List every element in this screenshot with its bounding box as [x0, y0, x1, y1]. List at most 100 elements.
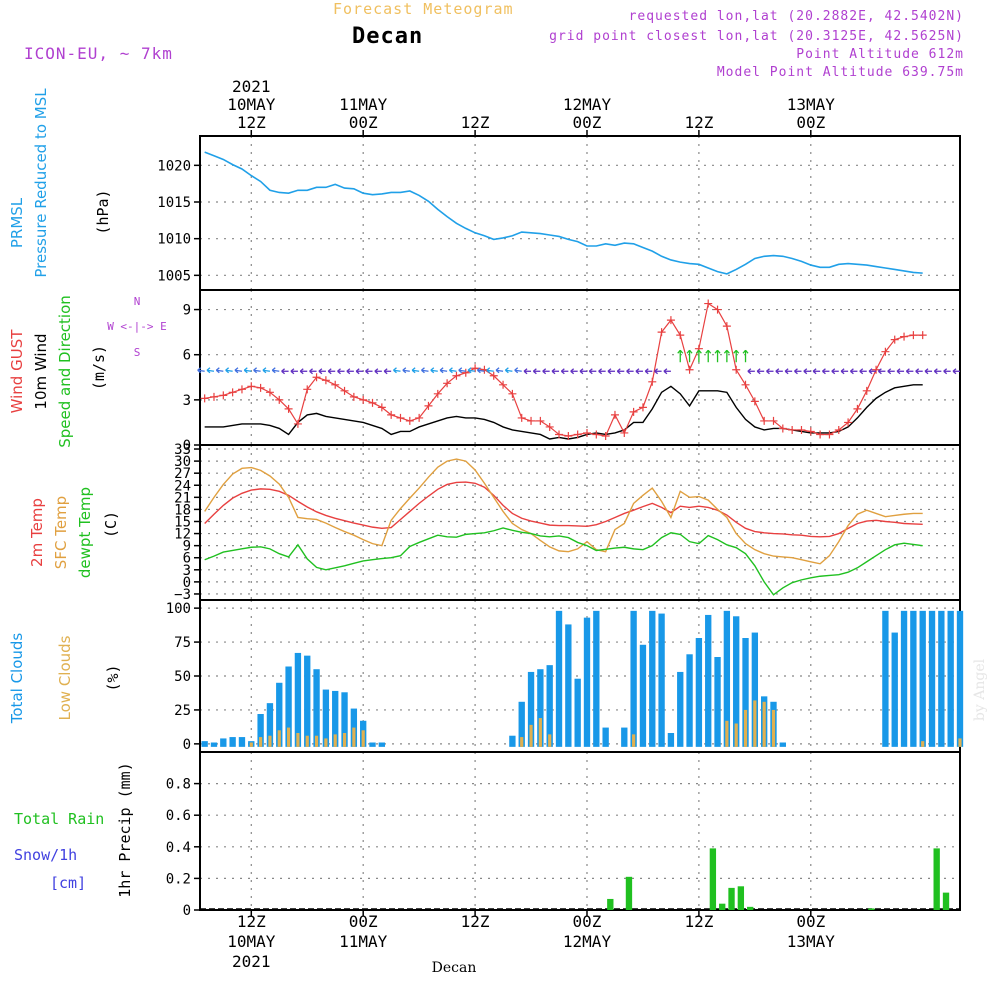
- rain-bar: [942, 892, 950, 910]
- y-tick-label: 0.8: [166, 777, 191, 793]
- y-tick-label: 3: [183, 563, 191, 579]
- low-cloud-bar: [632, 734, 636, 747]
- y-tick-label: 24: [174, 478, 191, 494]
- total-cloud-bar: [705, 614, 712, 747]
- total-cloud-bar: [593, 610, 600, 747]
- wind-direction-arrowhead: [607, 368, 612, 375]
- total-cloud-bar: [574, 678, 581, 747]
- top-time-label: 00Z: [573, 113, 602, 132]
- gust-marker: [340, 386, 349, 395]
- wind-direction-arrowhead: [243, 367, 248, 374]
- wind-direction-arrowhead: [411, 367, 416, 374]
- wind-direction-arrowhead: [677, 349, 684, 354]
- total-cloud-bar: [630, 610, 637, 747]
- wind-direction-arrowhead: [952, 368, 957, 375]
- y-tick-label: −3: [174, 587, 191, 603]
- wind-direction-arrowhead: [532, 368, 537, 375]
- bottom-time-label: 10MAY: [227, 932, 276, 951]
- wind-direction-arrowhead: [318, 368, 323, 375]
- top-time-label: 12MAY: [563, 95, 612, 114]
- wind-direction-arrowhead: [868, 368, 873, 375]
- total-cloud-bar: [210, 742, 218, 747]
- total-cloud-bar: [919, 610, 926, 747]
- panel-frame: [199, 289, 961, 446]
- wind-direction-arrowhead: [504, 367, 509, 374]
- gust-marker: [228, 388, 237, 397]
- total-cloud-bar: [714, 657, 721, 747]
- y-tick-label: 12: [174, 527, 191, 543]
- gust-marker: [424, 401, 433, 410]
- sfc-temp-label: SFC Temp: [52, 496, 70, 569]
- gust-marker: [387, 410, 396, 419]
- total-cloud-bar: [882, 610, 889, 747]
- bottom-time-label: 11MAY: [339, 932, 388, 951]
- temp-label: 2m Temp: [28, 498, 46, 567]
- low-cloud-bar: [921, 741, 925, 747]
- total-cloud-bar: [509, 735, 516, 747]
- total-cloud-bar: [891, 632, 898, 747]
- gust-marker: [760, 416, 769, 425]
- total-cloud-bar: [677, 671, 684, 747]
- low-cloud-bar: [753, 700, 757, 747]
- wind-direction-arrowhead: [803, 368, 808, 375]
- wind-direction-arrowhead: [766, 368, 770, 375]
- total-cloud-bar: [565, 624, 572, 747]
- direction-label: Speed and Direction: [56, 295, 74, 448]
- wind-direction-arrowhead: [206, 367, 211, 374]
- low-cloud-bar: [361, 730, 365, 747]
- wind-direction-arrowhead: [905, 368, 910, 375]
- gust-marker: [247, 382, 256, 391]
- wind-direction-arrowhead: [393, 367, 397, 374]
- gust-label: Wind GUST: [8, 329, 26, 414]
- wind-direction-arrowhead: [439, 367, 444, 374]
- gust-marker: [825, 430, 834, 439]
- grid-point-coords: grid point closest lon,lat (20.3125E, 42…: [549, 29, 964, 44]
- wind-direction-arrowhead: [281, 368, 286, 375]
- requested-coords: requested lon,lat (20.2882E, 42.5402N): [628, 9, 964, 24]
- total-cloud-bar: [583, 617, 591, 747]
- total-cloud-bar: [257, 714, 264, 747]
- gust-marker: [293, 419, 302, 428]
- wind-direction-arrowhead: [877, 368, 882, 375]
- bottom-time-label: 12Z: [461, 912, 490, 931]
- wind-direction-arrowhead: [663, 368, 668, 375]
- y-tick-label: 9: [183, 303, 191, 319]
- bottom-time-label: 00Z: [796, 912, 825, 931]
- rain-bar: [747, 906, 754, 910]
- pressure-line: [204, 151, 923, 275]
- gust-marker: [844, 418, 853, 427]
- dewpt-line: [204, 527, 923, 596]
- rain-bar: [737, 886, 745, 910]
- bottom-time-label: 12MAY: [563, 932, 612, 951]
- wind-direction-arrowhead: [859, 368, 864, 375]
- low-cloud-bar: [333, 734, 337, 747]
- y-tick-label: 0: [183, 438, 191, 454]
- wind-direction-arrowhead: [346, 368, 351, 375]
- wind-direction-arrowhead: [327, 368, 332, 375]
- gust-marker: [461, 368, 470, 377]
- total-cloud-bar: [527, 671, 535, 747]
- panel-frame: [199, 135, 961, 291]
- gust-marker: [676, 331, 685, 340]
- low-cloud-bar: [314, 735, 319, 747]
- total-cloud-bar: [602, 727, 609, 747]
- gust-marker: [573, 430, 582, 439]
- wind-direction-arrowhead: [449, 367, 453, 374]
- wind-direction-arrowhead: [616, 368, 621, 375]
- total-cloud-bar: [649, 610, 656, 747]
- wind-direction-arrowhead: [225, 367, 230, 374]
- y-tick-label: 27: [174, 466, 191, 482]
- low-cloud-bar: [734, 723, 738, 747]
- wind-direction-arrowhead: [705, 349, 712, 354]
- wind-direction-arrowhead: [570, 368, 575, 375]
- wind-direction-arrowhead: [421, 367, 425, 374]
- rain-bar: [868, 908, 875, 910]
- gust-marker: [452, 371, 461, 380]
- total-cloud-bar: [751, 632, 759, 747]
- low-cloud-bar: [520, 737, 524, 747]
- total-cloud-bar: [723, 610, 731, 747]
- wind-direction-arrowhead: [784, 368, 789, 375]
- y-tick-label: 1015: [157, 195, 191, 211]
- bottom-time-label: 2021: [232, 952, 271, 971]
- wind-direction-arrowhead: [887, 368, 892, 375]
